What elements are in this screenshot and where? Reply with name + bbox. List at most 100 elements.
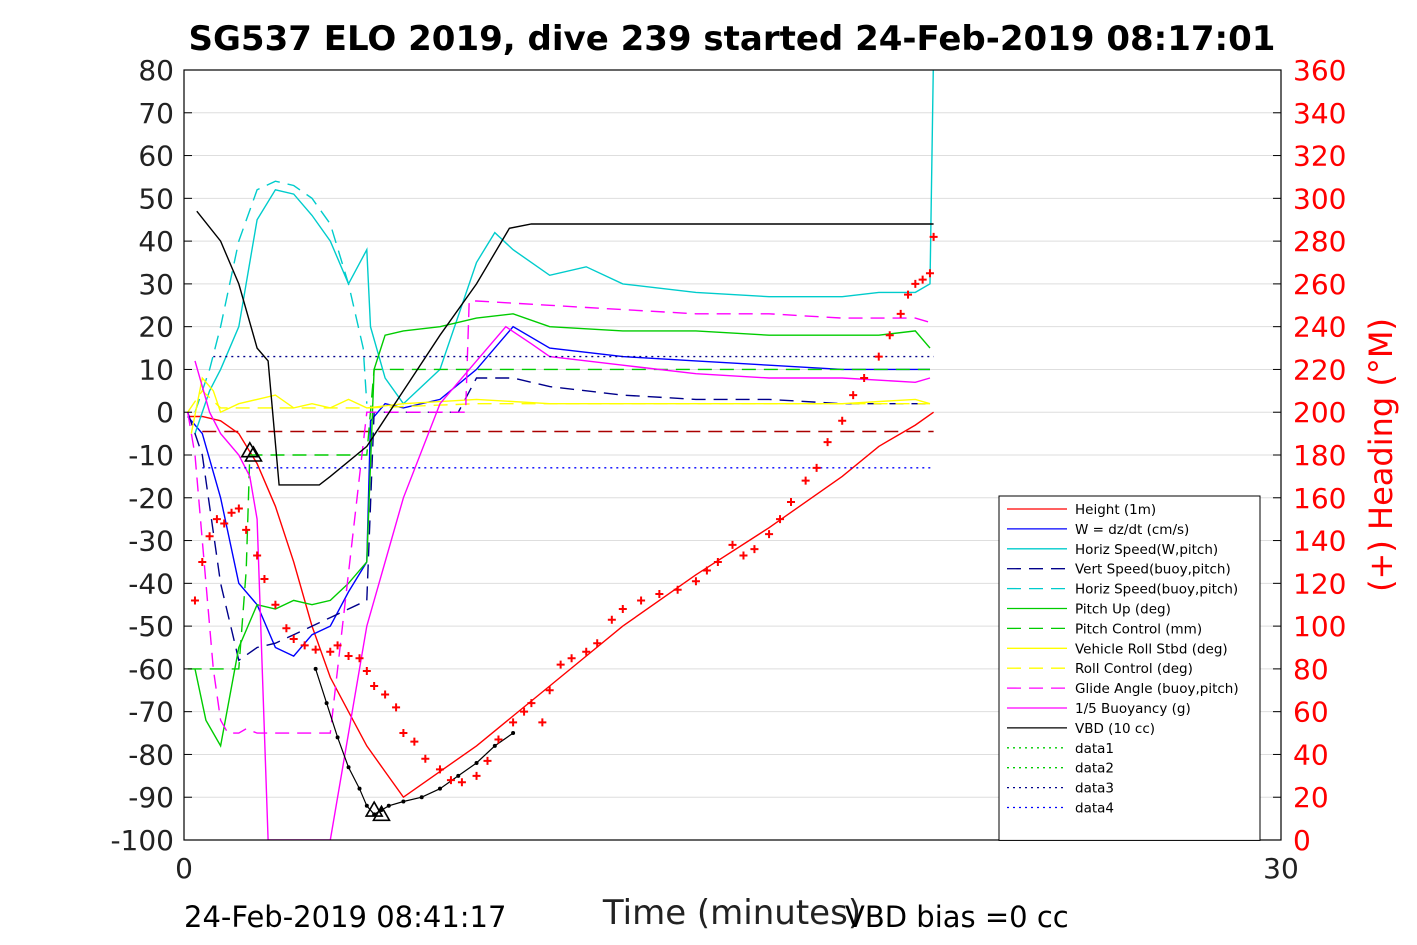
y2-tick-label: 0 (1293, 824, 1311, 857)
heading-marker (618, 605, 627, 613)
depth-dot (419, 795, 424, 800)
legend-label: Pitch Control (mm) (1075, 621, 1202, 637)
heading-marker (655, 590, 664, 599)
heading-marker (787, 498, 796, 507)
heading-marker (691, 577, 700, 586)
heading-marker (333, 641, 342, 650)
depth-dot (335, 735, 340, 740)
heading-marker (234, 504, 243, 513)
y2-tick-label: 20 (1293, 781, 1329, 814)
depth-dot (357, 786, 362, 791)
heading-marker (362, 667, 371, 676)
triangle-marker (240, 441, 260, 458)
heading-marker (446, 776, 455, 785)
series-line-pitch-up-deg (194, 313, 931, 748)
heading-marker (801, 476, 810, 485)
heading-marker (849, 391, 858, 400)
y2-tick-label: 40 (1293, 738, 1329, 771)
y-tick-label: 70 (138, 97, 174, 130)
footer-vbd-bias: VBD bias =0 cc (845, 900, 1069, 934)
y2-tick-label: 220 (1293, 353, 1346, 386)
heading-marker (242, 525, 251, 534)
y2-tick-label: 300 (1293, 182, 1346, 215)
x-tick-label: 0 (175, 852, 193, 885)
legend-label: data4 (1075, 801, 1114, 817)
y-tick-label: -30 (128, 525, 174, 558)
heading-marker (370, 682, 379, 690)
legend-label: VBD (10 cc) (1075, 721, 1155, 737)
heading-marker (271, 600, 280, 609)
heading-marker (311, 645, 320, 654)
heading-marker (494, 735, 503, 744)
legend: Height (1m) W = dz/dt (cm/s) Horiz Speed(W… (998, 495, 1261, 841)
y-tick-label: -20 (128, 482, 174, 515)
y-tick-label: 60 (138, 140, 174, 173)
depth-dot (474, 761, 479, 765)
heading-marker (702, 566, 711, 575)
legend-label: data1 (1075, 741, 1114, 757)
series-line-glide-angle-buoy-pitch (187, 300, 931, 734)
heading-marker (227, 508, 236, 517)
legend-label: Roll Control (deg) (1075, 661, 1193, 677)
legend-label: Pitch Up (deg) (1075, 602, 1171, 618)
heading-marker (355, 654, 364, 663)
y-tick-label: 80 (138, 54, 174, 87)
y2-tick-label: 80 (1293, 653, 1329, 686)
heading-marker (392, 703, 401, 712)
series-line-vehicle-roll-stbd-deg (190, 376, 931, 434)
heading-marker (545, 686, 554, 695)
legend-label: 1/5 Buoyancy (g) (1075, 701, 1191, 717)
depth-dot (364, 803, 369, 808)
footer-timestamp: 24-Feb-2019 08:41:17 (184, 900, 507, 934)
y2-tick-label: 280 (1293, 225, 1346, 258)
depth-dot (313, 666, 318, 671)
heading-marker (673, 585, 682, 594)
heading-marker (483, 756, 492, 765)
heading-marker (885, 331, 894, 340)
heading-marker (823, 438, 832, 447)
x-axis-label: Time (minutes) (602, 893, 861, 933)
y2-tick-label: 360 (1293, 54, 1346, 87)
y-tick-label: 10 (138, 353, 174, 386)
legend-label: Height (1m) (1075, 502, 1156, 518)
y2-tick-label: 340 (1293, 97, 1346, 130)
depth-dot (511, 731, 516, 736)
y2-tick-label: 320 (1293, 140, 1346, 173)
heading-marker (925, 269, 934, 278)
y-tick-label: 0 (156, 396, 174, 429)
heading-marker (750, 545, 759, 554)
series-line-pitch-control-mm (187, 368, 930, 670)
y-tick-label: 20 (138, 311, 174, 344)
depth-dot (437, 786, 442, 791)
depth-dot (346, 765, 351, 770)
depth-dot (401, 799, 406, 804)
heading-marker (198, 557, 207, 566)
heading-marker (607, 615, 616, 624)
heading-marker (904, 290, 913, 299)
y-tick-label: 40 (138, 225, 174, 258)
heading-marker (765, 530, 774, 539)
heading-marker (190, 596, 199, 605)
heading-marker (728, 540, 737, 549)
series-line-height-1m (187, 411, 935, 799)
heading-marker (896, 309, 905, 318)
triangle-marker (244, 445, 263, 462)
triangle-marker (372, 804, 391, 822)
legend-label: Horiz Speed(W,pitch) (1075, 542, 1218, 558)
y2-tick-label: 100 (1293, 610, 1346, 643)
chart-title: SG537 ELO 2019, dive 239 started 24-Feb-… (189, 19, 1276, 59)
legend-label: data2 (1075, 761, 1114, 777)
series-line-horiz-speed-w-pitch (194, 70, 934, 434)
series-line-roll-control-deg (187, 389, 930, 413)
heading-marker (421, 754, 430, 763)
heading-marker (838, 416, 847, 425)
y2-tick-label: 240 (1293, 311, 1346, 344)
heading-marker (713, 557, 722, 566)
y2-tick-label: 160 (1293, 482, 1346, 515)
heading-marker (344, 652, 353, 661)
heading-marker (582, 647, 591, 656)
heading-marker (776, 515, 785, 524)
heading-marker (567, 654, 576, 663)
series-line-vert-speed-buoy-pitch (187, 377, 930, 662)
